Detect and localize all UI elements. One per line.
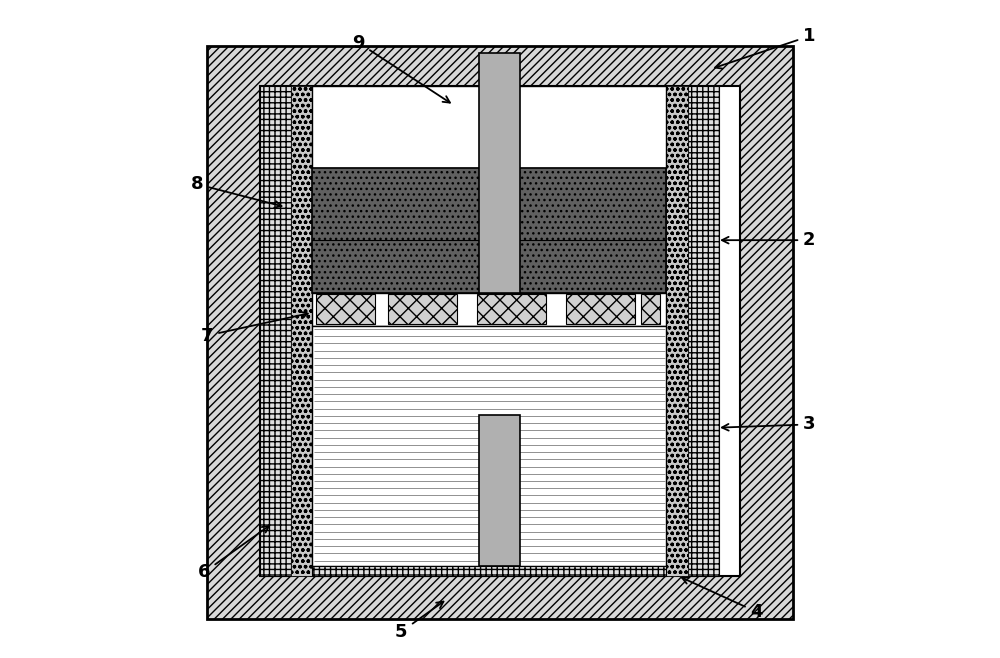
Bar xyxy=(641,294,660,324)
Bar xyxy=(566,294,635,324)
Text: 8: 8 xyxy=(191,175,282,208)
Bar xyxy=(479,415,520,566)
Bar xyxy=(666,86,688,576)
Bar xyxy=(260,86,740,576)
Bar xyxy=(312,293,666,326)
Bar xyxy=(477,294,546,324)
Bar xyxy=(291,86,312,576)
Bar xyxy=(316,294,375,324)
Bar xyxy=(479,53,520,293)
Bar xyxy=(312,326,666,566)
Bar xyxy=(312,168,666,293)
Text: 9: 9 xyxy=(352,34,450,103)
Bar xyxy=(312,86,666,168)
Text: 3: 3 xyxy=(722,415,816,434)
Text: 4: 4 xyxy=(682,578,763,621)
Text: 1: 1 xyxy=(715,27,816,68)
Text: 7: 7 xyxy=(201,312,308,345)
Bar xyxy=(207,46,793,619)
Bar xyxy=(312,566,666,576)
Bar xyxy=(260,86,291,576)
Bar xyxy=(388,294,457,324)
Text: 6: 6 xyxy=(198,526,269,582)
Bar xyxy=(688,86,719,576)
Text: 5: 5 xyxy=(395,601,443,641)
Text: 2: 2 xyxy=(722,231,816,249)
